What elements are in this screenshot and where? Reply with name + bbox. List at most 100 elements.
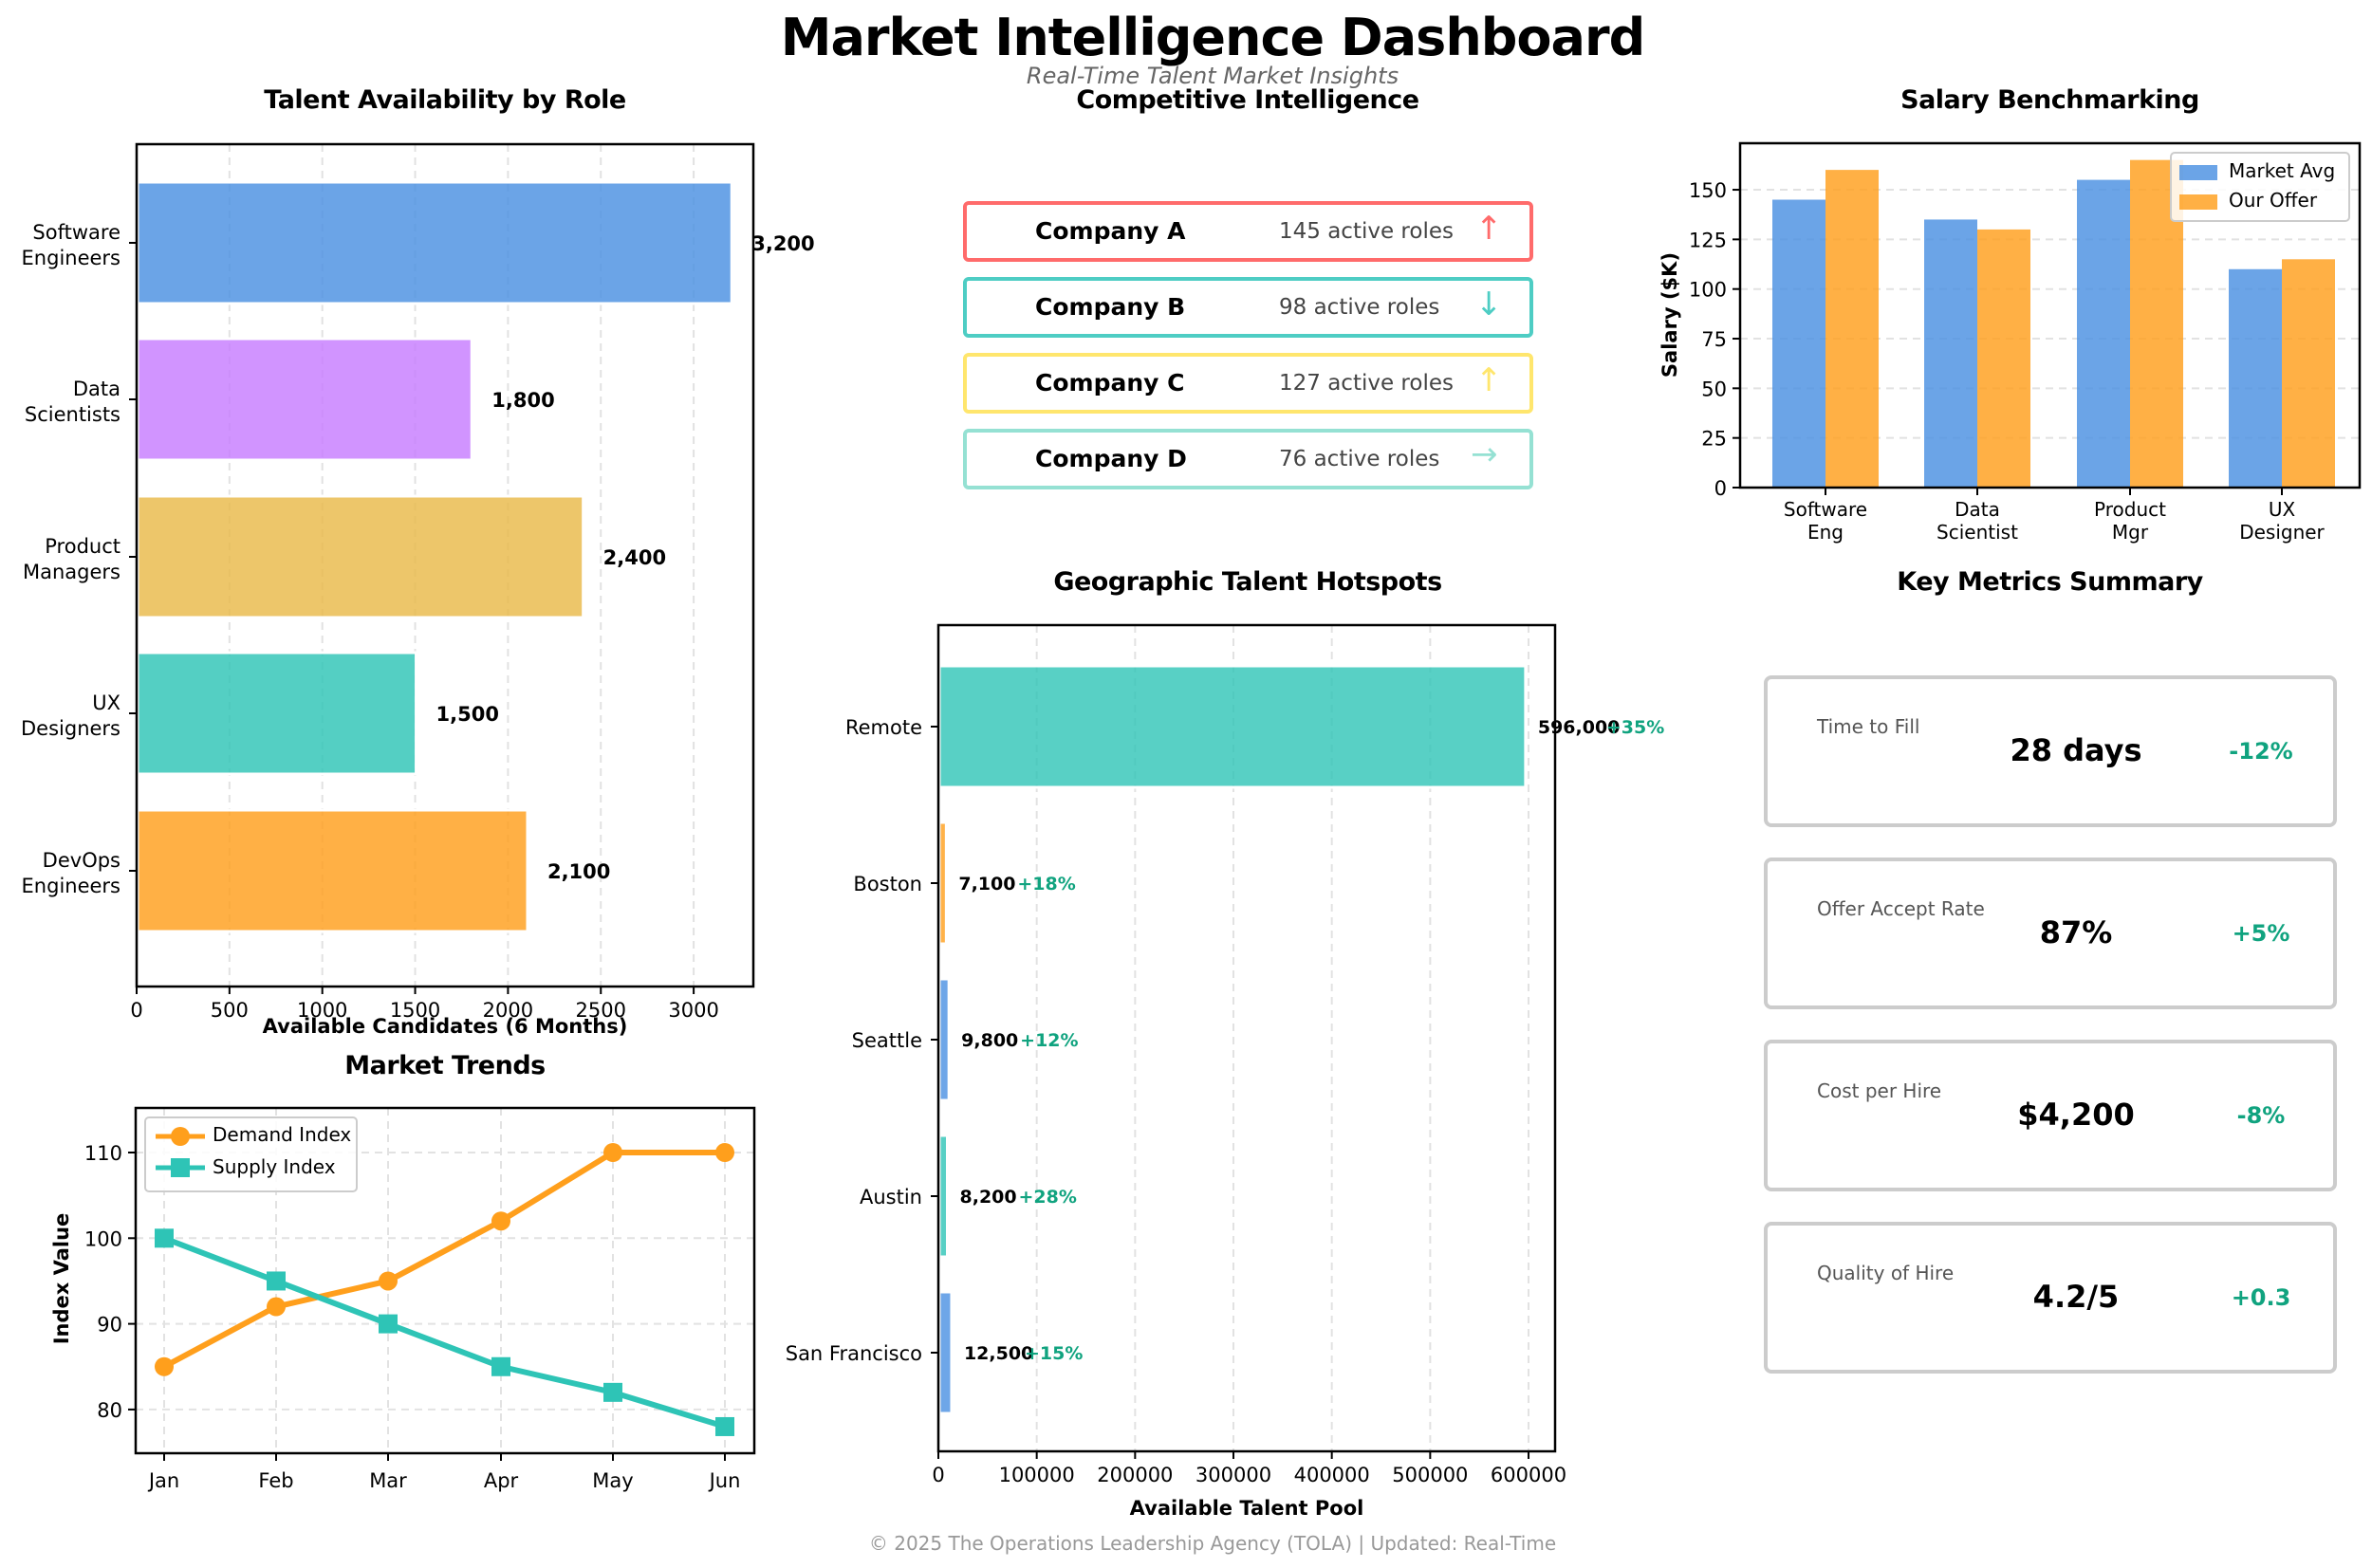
month-label: Apr (484, 1469, 519, 1492)
supply-square-icon (171, 1158, 190, 1177)
role-group-label: Product (2094, 498, 2166, 521)
role-group-label: Mgr (2112, 521, 2149, 544)
our-offer-swatch-icon (2179, 194, 2217, 210)
metric-label: Quality of Hire (1817, 1262, 1955, 1284)
demand-point (491, 1211, 510, 1231)
competitor-name: Company D (1035, 445, 1187, 472)
metric-change: -12% (2229, 738, 2293, 765)
role-group-label: Data (1955, 498, 2000, 521)
market-avg-bar (2077, 179, 2130, 488)
our-offer-bar (1977, 229, 2030, 488)
y-tick-label: 100 (1689, 279, 1727, 302)
x-tick-label: 2500 (576, 999, 626, 1022)
role-group-label: Scientist (1937, 521, 2018, 544)
location-label: Boston (853, 873, 922, 895)
salary-benchmarking-title: Salary Benchmarking (1900, 85, 2199, 115)
location-bar (937, 821, 948, 946)
competitor-card[interactable]: Company C 127 active roles ↑ (963, 353, 1533, 414)
metric-label: Offer Accept Rate (1817, 897, 1985, 920)
legend-demand: Demand Index (213, 1123, 352, 1146)
market-trends-legend: Demand Index Supply Index (144, 1116, 358, 1192)
supply-point (715, 1416, 734, 1436)
month-label: May (592, 1469, 633, 1492)
market-avg-swatch-icon (2179, 165, 2217, 180)
location-value-label: 12,500 (964, 1343, 1033, 1364)
metric-value: 28 days (2010, 732, 2142, 768)
competitor-name: Company A (1035, 217, 1186, 245)
demand-circle-icon (171, 1127, 190, 1146)
role-label: Scientists (25, 403, 120, 426)
role-label: Managers (23, 561, 120, 583)
metric-card[interactable]: Cost per Hire $4,200 -8% (1764, 1040, 2337, 1191)
trend-down-arrow-icon: ↓ (1475, 286, 1503, 323)
x-tick-label: 200000 (1097, 1464, 1173, 1486)
talent-value-label: 1,800 (491, 389, 554, 412)
geographic-hotspots-xlabel: Available Talent Pool (1129, 1497, 1364, 1520)
competitor-card[interactable]: Company D 76 active roles → (963, 429, 1533, 489)
talent-bar (136, 494, 585, 619)
salary-benchmarking-chart: 0 25 50 75 100 125 150 Software Eng Data Scientist… (1651, 133, 2372, 569)
geographic-hotspots-title: Geographic Talent Hotspots (1053, 567, 1442, 597)
role-label: Software (32, 221, 120, 244)
location-value-label: 9,800 (961, 1030, 1018, 1051)
market-avg-bar (1924, 219, 1977, 488)
competitor-card[interactable]: Company B 98 active roles ↓ (963, 277, 1533, 338)
x-tick-label: 1500 (390, 999, 440, 1022)
role-group-label: Designer (2239, 521, 2325, 544)
x-tick-label: 0 (932, 1464, 944, 1486)
talent-bar (136, 337, 473, 462)
legend-our-offer: Our Offer (2229, 189, 2318, 212)
y-tick-label: 150 (1689, 179, 1727, 202)
supply-point (491, 1356, 510, 1376)
location-growth-label: +35% (1606, 717, 1664, 738)
salary-legend: Market Avg Our Offer (2170, 152, 2350, 222)
y-tick-label: 80 (97, 1399, 122, 1422)
metric-change: +5% (2232, 920, 2290, 947)
role-label: Engineers (22, 875, 120, 897)
dashboard-title: Market Intelligence Dashboard (780, 8, 1646, 67)
competitor-active-roles: 127 active roles (1279, 371, 1454, 396)
x-tick-label: 500000 (1392, 1464, 1468, 1486)
role-group-label: Software (1784, 498, 1867, 521)
location-growth-label: +28% (1019, 1187, 1077, 1208)
metric-card[interactable]: Time to Fill 28 days -12% (1764, 675, 2337, 827)
metric-card[interactable]: Offer Accept Rate 87% +5% (1764, 858, 2337, 1009)
talent-availability-xlabel: Available Candidates (6 Months) (262, 1015, 628, 1038)
market-trends-chart: 80 90 100 110 Jan Feb Mar Apr May Jun (0, 1043, 778, 1518)
location-label: Seattle (852, 1029, 922, 1052)
location-bar (937, 1134, 950, 1259)
demand-point (603, 1143, 622, 1162)
geographic-hotspots-svg: 596,000+35% 7,100 +18% 9,800 +12% 8,200 +28% 12… (786, 623, 1664, 1486)
geographic-hotspots-chart: 596,000 +35% 7,100 +18% 9,800 +12% 8,200 +28% 12… (740, 569, 1689, 1518)
role-label: Product (45, 535, 120, 558)
competitor-active-roles: 76 active roles (1279, 447, 1440, 471)
trend-up-arrow-icon: ↑ (1475, 210, 1503, 248)
role-group-label: Eng (1807, 521, 1844, 544)
demand-point (155, 1356, 174, 1376)
competitor-name: Company B (1035, 293, 1186, 321)
y-tick-label: 25 (1701, 428, 1727, 451)
role-label: UX (92, 692, 120, 714)
x-tick-label: 1000 (297, 999, 347, 1022)
location-value-label: 8,200 (960, 1187, 1017, 1208)
legend-markers (156, 1127, 205, 1177)
talent-value-label: 3,200 (751, 232, 814, 255)
talent-bar (136, 180, 733, 305)
talent-availability-svg: 3,200 1,800 2,400 1,500 2,100 0 500 1000 1500 20… (21, 142, 815, 1022)
x-tick-label: 0 (130, 999, 142, 1022)
competitive-intelligence-title: Competitive Intelligence (1076, 85, 1419, 115)
competitor-card[interactable]: Company A 145 active roles ↑ (963, 201, 1533, 262)
location-growth-label: +18% (1017, 874, 1075, 895)
demand-line (162, 1150, 725, 1370)
footer-text: © 2025 The Operations Leadership Agency … (868, 1532, 1557, 1555)
talent-bar (136, 651, 418, 776)
role-label: Engineers (22, 247, 120, 269)
supply-point (267, 1271, 286, 1291)
metric-card[interactable]: Quality of Hire 4.2/5 +0.3 (1764, 1222, 2337, 1374)
metric-value: 87% (2039, 914, 2113, 950)
y-tick-label: 90 (97, 1314, 122, 1337)
x-tick-label: 100000 (999, 1464, 1075, 1486)
location-bar (937, 664, 1528, 789)
legend-market-avg: Market Avg (2229, 159, 2336, 182)
